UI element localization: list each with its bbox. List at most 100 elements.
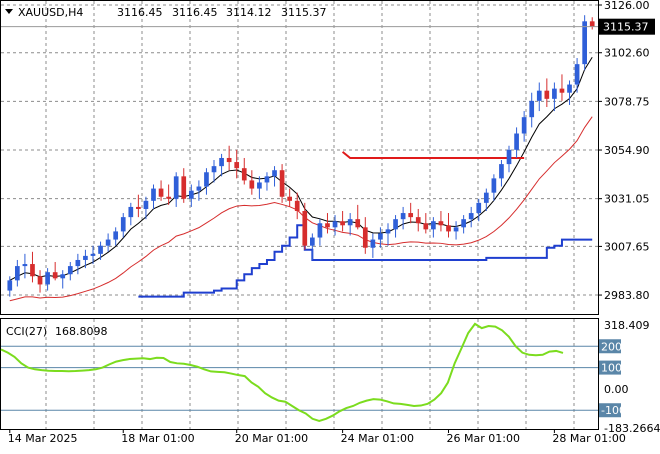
slow-average-line — [9, 116, 593, 302]
candle-body — [219, 157, 224, 167]
candle-body — [22, 264, 28, 267]
candle-body — [30, 264, 35, 277]
triangle-down-icon — [5, 9, 13, 14]
cci-line — [0, 322, 564, 422]
cci-panel — [0, 322, 598, 422]
candle-body — [204, 172, 209, 187]
candle-body — [294, 200, 300, 212]
candle-body — [393, 219, 398, 230]
candle-body — [370, 239, 376, 248]
fast-average-line — [9, 56, 593, 281]
cci-panel-frame — [0, 318, 599, 430]
candle-body — [166, 196, 171, 199]
cci-label-value: 168.8098 — [55, 325, 108, 338]
candle-body — [552, 88, 557, 99]
y-axis-tick-label: 3054.90 — [604, 144, 650, 157]
header-symbol: XAUUSD,H4 — [18, 6, 83, 19]
candle-body — [325, 223, 330, 228]
indicator-lines — [9, 56, 593, 302]
cci-tick-label: -183.2664 — [604, 422, 660, 435]
candle-body — [60, 274, 66, 279]
candle-body — [340, 221, 345, 226]
main-panel-frame — [0, 0, 599, 315]
candle-body — [15, 266, 20, 281]
candle-body — [567, 84, 572, 93]
candle-body — [45, 272, 50, 285]
candle-body — [98, 245, 103, 254]
cci-tick-label: 200 — [601, 340, 622, 353]
candle-body — [355, 219, 361, 228]
candle-body — [241, 168, 247, 181]
candle-body — [287, 196, 292, 201]
candle-body — [113, 231, 119, 240]
candle-body — [468, 213, 474, 220]
candle-body — [415, 217, 421, 224]
header-high: 3116.45 — [172, 6, 218, 19]
candle-body — [491, 178, 497, 193]
candle-body — [317, 223, 323, 238]
candle-body — [90, 253, 96, 256]
x-axis-tick-label: 28 Mar 01:00 — [552, 432, 625, 445]
candle-body — [423, 223, 429, 230]
candle-body — [574, 64, 580, 85]
cci-level-badge — [599, 339, 621, 354]
candle-body — [151, 188, 156, 201]
candle-body — [264, 176, 270, 183]
candle-body — [461, 219, 466, 228]
y-axis-tick-label: 3126.00 — [604, 0, 650, 12]
candle-body — [310, 237, 315, 246]
chart-axes: 3126.00 3102.60 3078.75 3054.90 3031.05 3007.… — [1, 0, 660, 445]
candle-body — [559, 88, 565, 93]
candle-body — [347, 219, 353, 226]
candle-body — [483, 192, 489, 203]
candle-body — [544, 90, 550, 99]
candle-body — [408, 213, 414, 218]
last-price-badge — [599, 18, 655, 35]
candle-body — [582, 21, 587, 65]
resistance-line — [341, 151, 525, 159]
candle-body — [181, 176, 187, 199]
candle-body — [234, 162, 240, 169]
candle-body — [188, 190, 194, 199]
candle-body — [67, 266, 73, 275]
x-axis-tick-label: 26 Mar 01:00 — [447, 432, 520, 445]
candle-body — [120, 217, 126, 232]
candle-body — [476, 202, 482, 214]
cci-level-badge — [599, 360, 621, 375]
cci-level-badge — [599, 403, 621, 418]
candle-body — [272, 170, 277, 177]
candle-body — [302, 211, 308, 246]
y-axis-tick-label: 3102.60 — [604, 47, 650, 60]
candle-body — [75, 259, 81, 267]
candle-body — [446, 225, 451, 232]
candle-body — [249, 180, 255, 189]
y-axis-tick-label: 3031.05 — [604, 193, 650, 206]
candle-body — [226, 157, 232, 163]
candle-body — [83, 255, 88, 260]
candle-body — [7, 280, 13, 291]
cci-tick-label: 0.00 — [604, 383, 629, 396]
cci-tick-label: 318.409 — [604, 319, 650, 332]
candle-body — [196, 186, 202, 191]
y-axis-tick-label: 2983.80 — [604, 289, 650, 302]
candle-body — [128, 206, 134, 218]
chart-grid — [0, 0, 599, 430]
candle-body — [173, 176, 179, 199]
cci-label-name: CCI(27) — [6, 325, 47, 338]
candle-body — [499, 164, 504, 179]
candle-body — [521, 117, 527, 134]
x-axis-tick-label: 20 Mar 01:00 — [235, 432, 308, 445]
candle-body — [332, 221, 338, 228]
candle-body — [279, 170, 285, 197]
cci-tick-label: -100 — [601, 404, 626, 417]
candle-body — [105, 239, 111, 246]
x-axis-tick-label: 18 Mar 01:00 — [121, 432, 194, 445]
last-price-badge-label: 3115.37 — [603, 21, 649, 34]
candle-body — [362, 227, 368, 248]
header-open: 3116.45 — [117, 6, 163, 19]
candle-body — [431, 221, 436, 230]
candle-body — [506, 149, 512, 165]
candle-body — [257, 182, 262, 189]
candle-body — [211, 166, 217, 173]
